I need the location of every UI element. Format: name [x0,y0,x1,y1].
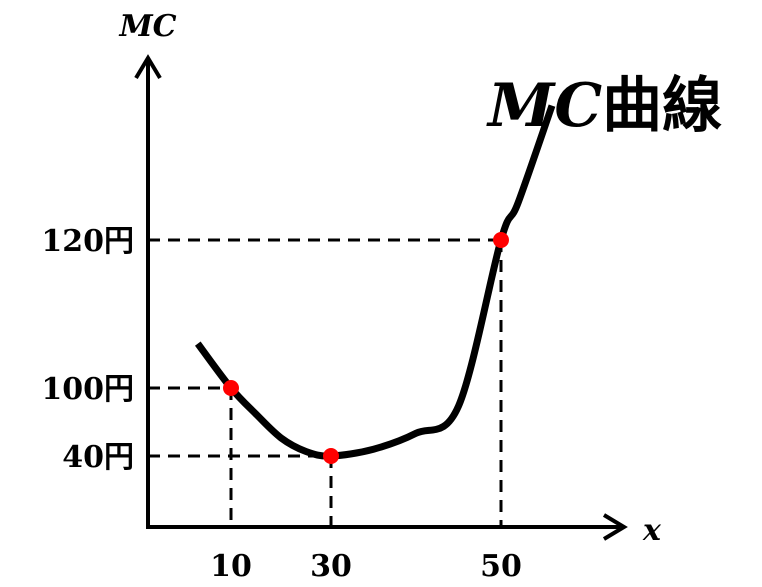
data-point [493,232,509,248]
x-tick-label: 30 [310,549,352,584]
x-axis-arrowhead [602,513,628,541]
x-tick-label: 10 [210,549,252,584]
curve-layer [194,104,556,460]
curve-label: MC曲線 [486,71,722,141]
x-axis-title: x [642,513,662,548]
x-tick-label: 50 [480,549,522,584]
curve-label-plain: 曲線 [602,71,722,141]
y-tick-labels: 40円 100円 120円 [41,224,134,475]
marked-points [223,232,509,464]
mc-curve-line [194,104,556,460]
data-point [323,448,339,464]
x-tick-labels: 10 30 50 [210,549,522,584]
y-tick-label: 120円 [41,224,134,259]
y-axis-arrowhead [134,54,162,80]
y-axis-title: MC [118,9,176,44]
guide-lines [148,238,503,527]
y-tick-label: 40円 [62,440,134,475]
y-tick-label: 100円 [41,372,134,407]
data-point [223,380,239,396]
